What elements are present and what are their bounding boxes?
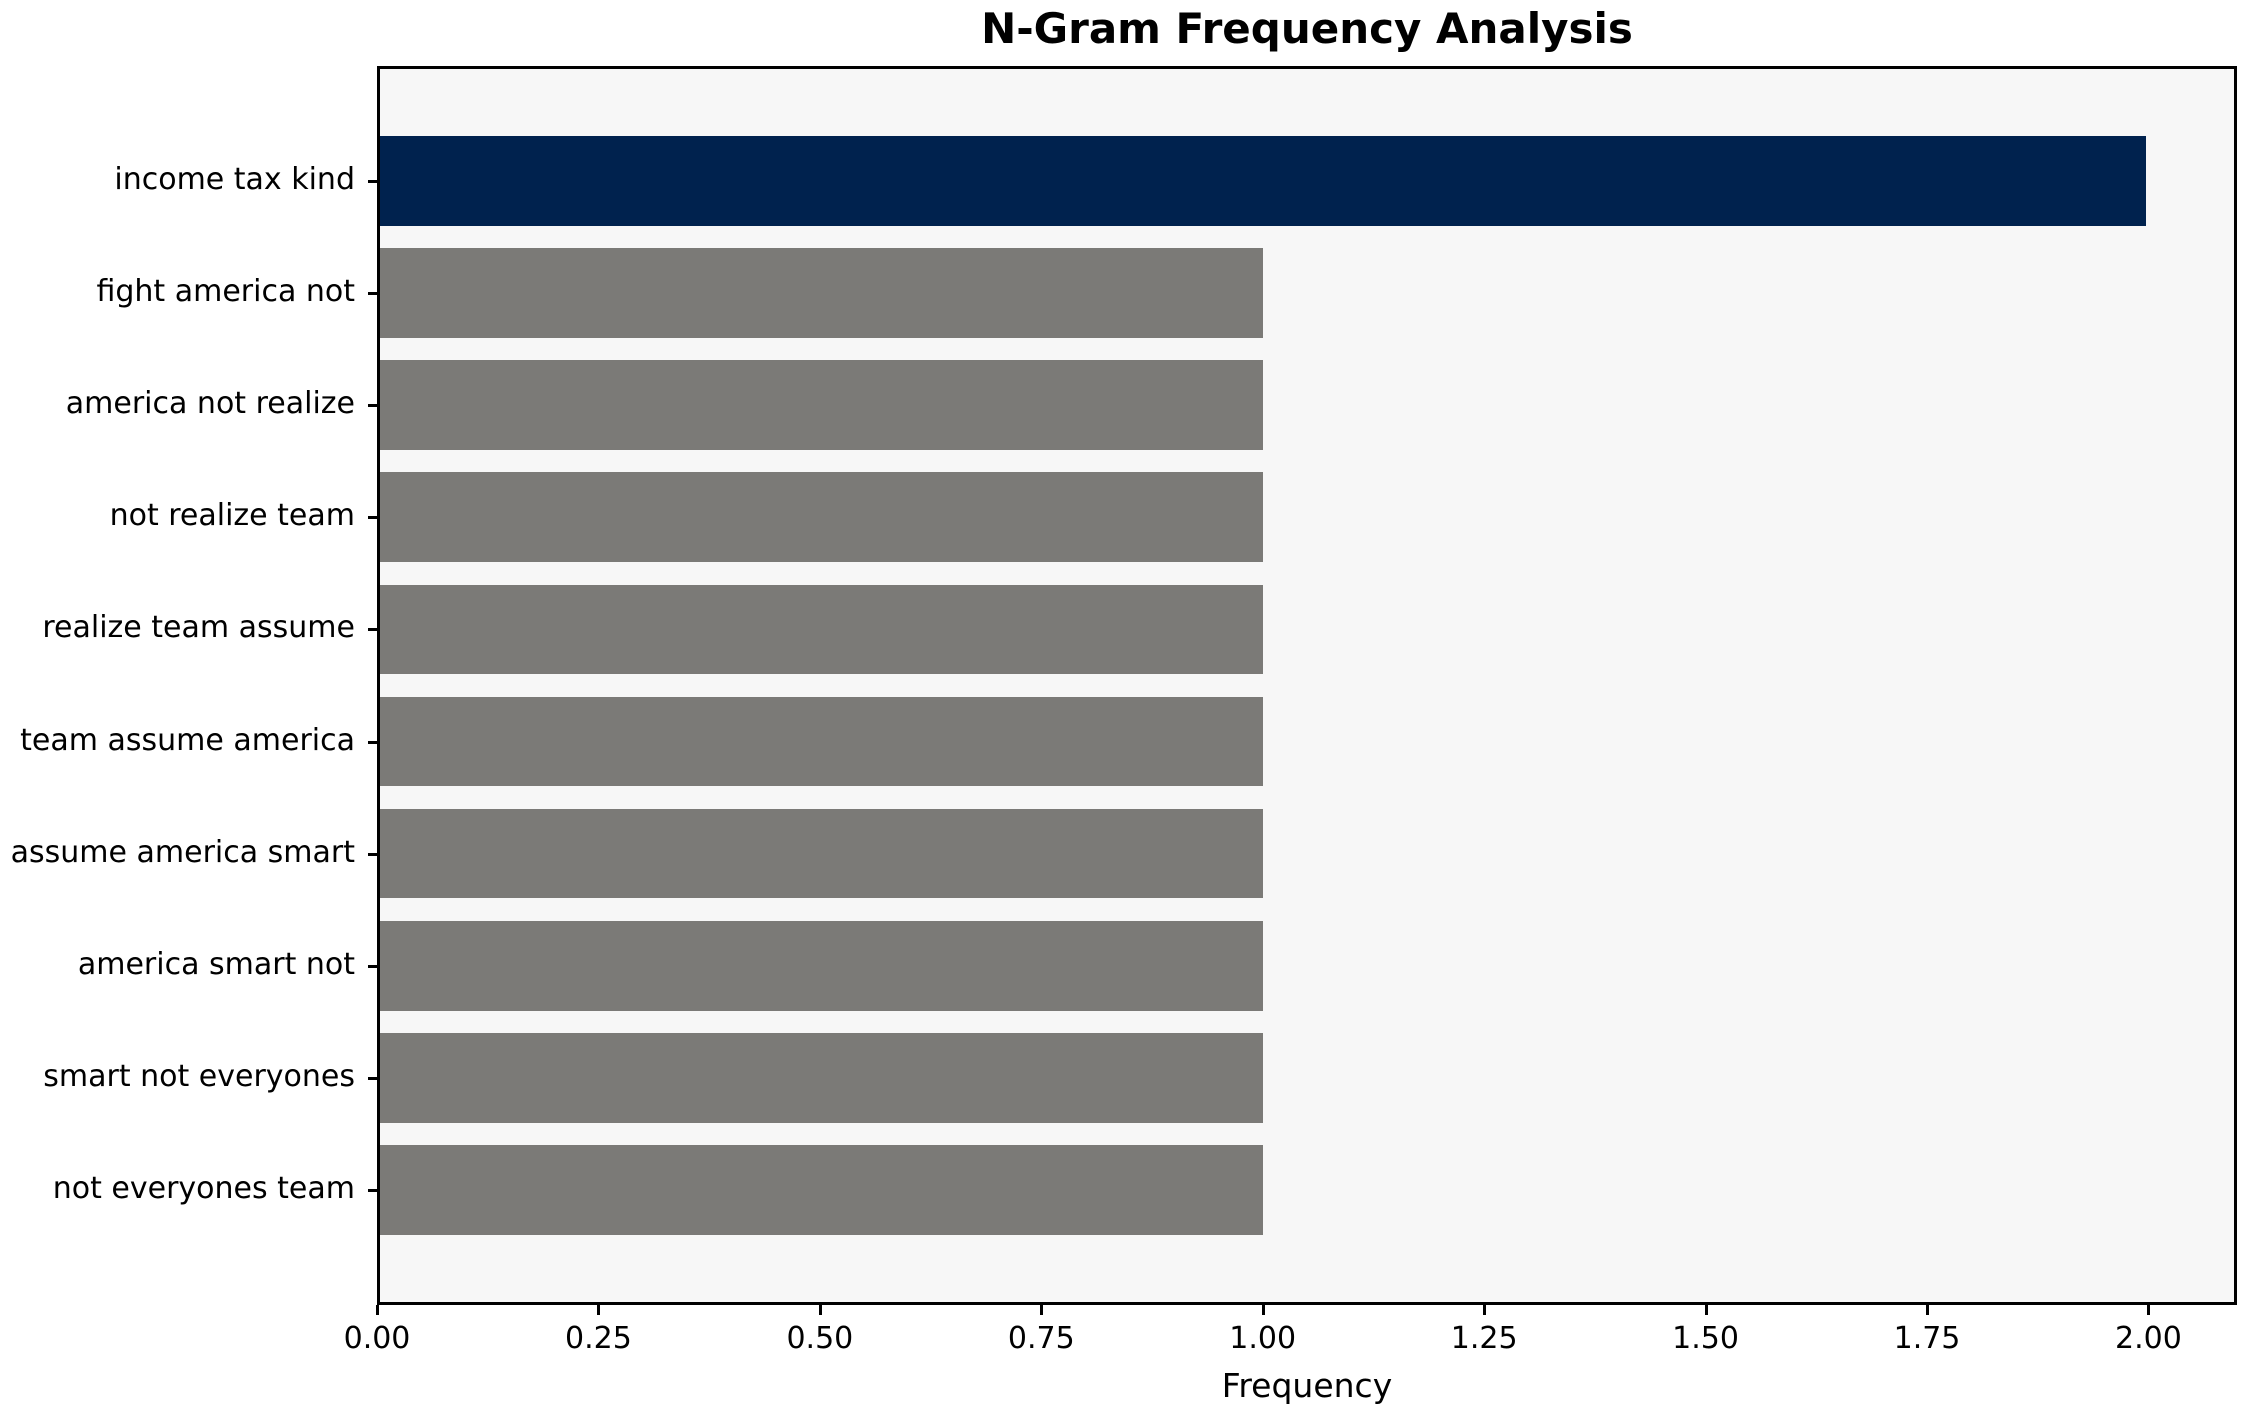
y-tick-label: america smart not — [77, 946, 355, 982]
bar-row: fight america not — [96, 237, 2234, 349]
y-tick-label: team assume america — [20, 722, 355, 758]
x-tick-mark — [597, 1305, 601, 1315]
bar-row: realize team assume — [42, 573, 2234, 685]
x-tick-label: 0.25 — [565, 1321, 632, 1356]
bar-row: smart not everyones — [43, 1022, 2234, 1134]
bar-row: assume america smart — [11, 798, 2234, 910]
x-tick-label: 1.00 — [1229, 1321, 1297, 1356]
bar — [380, 808, 1263, 899]
x-tick-label: 0.50 — [786, 1321, 854, 1356]
bar — [380, 248, 1263, 338]
x-tick-label: 0.00 — [343, 1321, 411, 1356]
y-tick-mark — [368, 292, 377, 296]
x-tick-label: 2.00 — [2115, 1321, 2182, 1356]
bar — [380, 584, 1263, 675]
x-tick-mark — [1704, 1305, 1708, 1315]
x-tick-label: 1.75 — [1893, 1321, 1961, 1356]
y-tick-label: not realize team — [109, 498, 355, 534]
x-tick-label: 1.50 — [1672, 1321, 1739, 1356]
x-tick-mark — [376, 1305, 379, 1315]
chart-title: N-Gram Frequency Analysis — [981, 4, 1633, 53]
bars-container: income tax kind fight america not america … — [11, 69, 2234, 1302]
bar-row: america smart not — [78, 910, 2234, 1022]
x-tick-mark — [1483, 1305, 1487, 1315]
y-tick-label: assume america smart — [10, 834, 355, 870]
bar — [380, 1032, 1263, 1123]
y-tick-mark — [368, 964, 377, 968]
plot-area: income tax kind fight america not america … — [11, 66, 2237, 1305]
y-tick-mark — [368, 516, 377, 520]
y-tick-label: america not realize — [65, 386, 355, 422]
x-axis-label: Frequency — [1221, 1366, 1393, 1405]
x-tick-mark — [1040, 1305, 1044, 1315]
bar — [380, 920, 1263, 1011]
bar — [380, 696, 1263, 787]
y-tick-mark — [368, 1076, 377, 1080]
bar — [380, 360, 1263, 451]
bar-row: not everyones team — [53, 1134, 2234, 1246]
y-tick-label: not everyones team — [52, 1170, 355, 1206]
y-tick-label: smart not everyones — [43, 1058, 355, 1094]
bar — [380, 1145, 1263, 1235]
bar-row: income tax kind — [114, 125, 2234, 237]
bar — [380, 136, 2146, 226]
y-tick-mark — [368, 628, 377, 632]
x-tick-mark — [1926, 1305, 1929, 1315]
x-tick-mark — [1261, 1305, 1265, 1315]
x-axis: 0.00 0.25 0.50 0.75 1.00 1.25 1.50 1.75 2.00 — [344, 1305, 2237, 1365]
y-tick-mark — [368, 740, 377, 744]
bar-row: team assume america — [20, 685, 2234, 797]
x-tick-mark — [818, 1305, 822, 1315]
bar — [380, 472, 1263, 563]
y-tick-label: income tax kind — [114, 162, 355, 198]
x-tick-mark — [2147, 1305, 2151, 1315]
x-tick-label: 0.75 — [1007, 1321, 1075, 1356]
y-tick-label: fight america not — [96, 274, 355, 310]
y-tick-mark — [368, 1188, 377, 1192]
y-tick-mark — [368, 180, 377, 184]
bar-row: america not realize — [66, 349, 2234, 461]
bar-row: not realize team — [110, 461, 2234, 573]
y-tick-label: realize team assume — [42, 610, 355, 646]
y-tick-mark — [368, 404, 377, 408]
x-tick-label: 1.25 — [1450, 1321, 1518, 1356]
y-tick-mark — [368, 852, 377, 856]
